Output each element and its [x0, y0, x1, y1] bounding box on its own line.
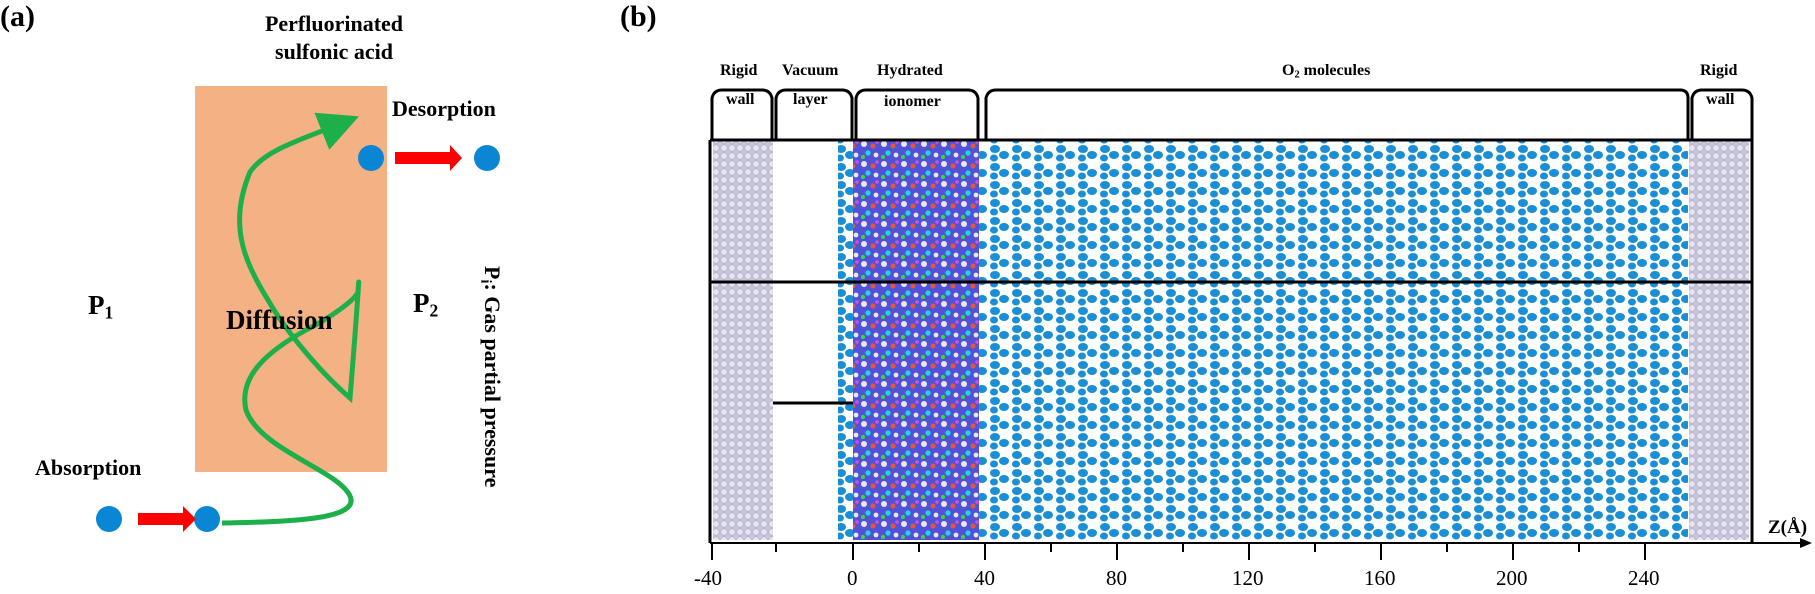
tick-label: 80: [1106, 566, 1127, 590]
right-wall-region: [1689, 140, 1749, 540]
molecule-icon: [96, 506, 122, 532]
tick-label: 240: [1628, 566, 1660, 590]
region-label-rigid-wall-right: Rigid: [1700, 62, 1738, 79]
tick-label: -40: [694, 566, 722, 590]
tick-label: 0: [847, 566, 858, 590]
desorption-arrow-icon: [395, 145, 462, 171]
z-axis-arrow-icon: [1800, 538, 1812, 548]
region-sublabel-wall-right: wall: [1706, 91, 1735, 108]
region-sublabel-layer: layer: [793, 91, 828, 108]
molecule-icon: [358, 145, 384, 171]
axis-ticks: [711, 543, 1646, 560]
region-label-vacuum: Vacuum: [782, 62, 839, 79]
ionomer-region: [853, 140, 979, 540]
tick-label: 200: [1496, 566, 1528, 590]
region-label-rigid-wall-left: Rigid: [720, 62, 758, 79]
membrane-title-line1: Perfluorinated: [264, 11, 404, 36]
region-brackets: [710, 88, 1754, 140]
diffusion-path: [221, 112, 362, 526]
membrane-title-line2: sulfonic acid: [275, 39, 393, 64]
molecule-icon: [194, 506, 220, 532]
region-label-hydrated: Hydrated: [877, 62, 943, 79]
p2-label: P2: [413, 288, 439, 321]
panel-b-label: (b): [620, 0, 657, 33]
panel-a-label: (a): [0, 0, 35, 33]
membrane-block: [195, 86, 387, 472]
o2-region: [838, 140, 1688, 540]
panel-a-graphics: [96, 112, 500, 532]
desorption-label: Desorption: [392, 96, 496, 121]
left-wall-region: [713, 140, 773, 540]
molecule-icon: [474, 145, 500, 171]
absorption-label: Absorption: [35, 455, 142, 480]
region-label-o2-molecules: O2 molecules: [1282, 62, 1371, 81]
region-sublabel-wall-left: wall: [726, 91, 755, 108]
p1-label: P1: [88, 290, 114, 323]
tick-label: 40: [974, 566, 995, 590]
diffusion-label: Diffusion: [226, 305, 333, 335]
membrane-title: Perfluorinated sulfonic acid: [224, 10, 444, 66]
tick-label: 160: [1364, 566, 1396, 590]
z-axis-label: Z(Å): [1768, 517, 1808, 538]
tick-label: 120: [1232, 566, 1264, 590]
absorption-arrow-icon: [138, 506, 196, 532]
region-sublabel-ionomer: ionomer: [884, 93, 941, 110]
